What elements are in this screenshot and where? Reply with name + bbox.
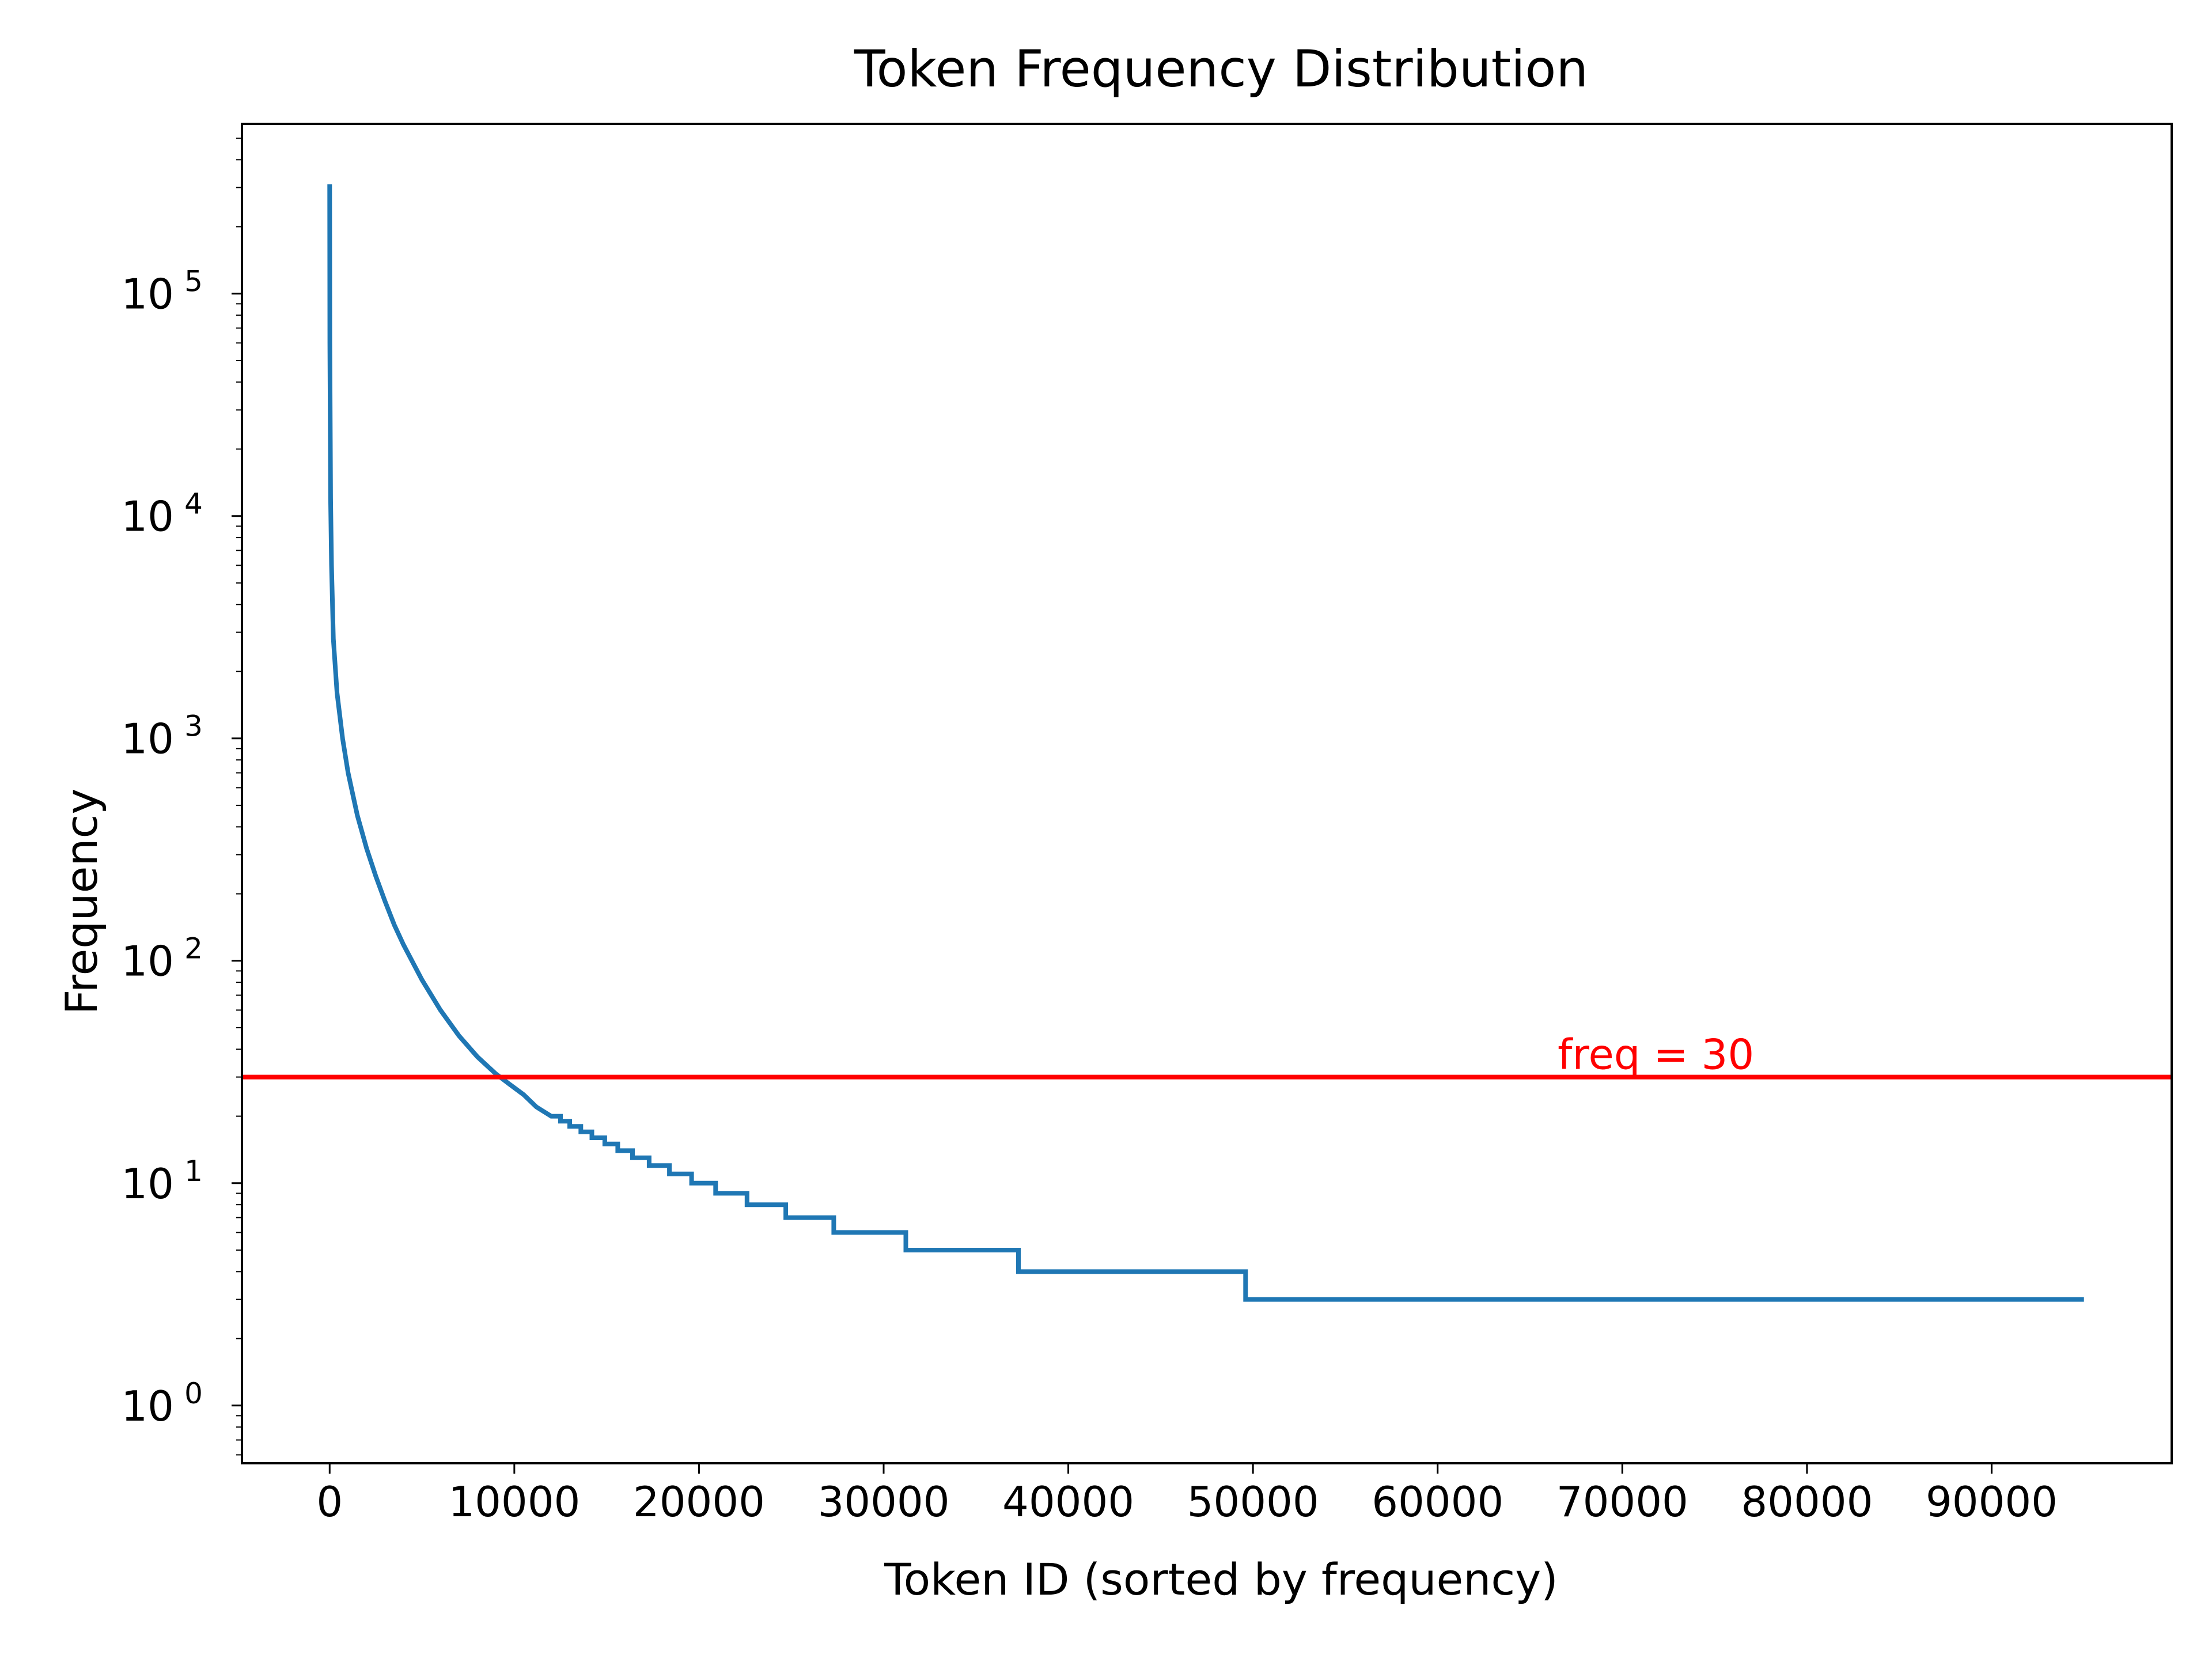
y-tick-label: 10 — [121, 493, 174, 541]
reference-layer: freq = 30 — [242, 1031, 2172, 1080]
frequency-series-line-0 — [327, 184, 2084, 1302]
y-tick-exponent: 2 — [184, 932, 203, 966]
x-tick-label: 40000 — [1002, 1478, 1134, 1526]
y-tick-exponent: 0 — [184, 1377, 203, 1410]
x-tick-label: 30000 — [817, 1478, 949, 1526]
y-tick-label: 10 — [121, 1382, 174, 1430]
y-tick-exponent: 4 — [184, 487, 203, 521]
chart-title: Token Frequency Distribution — [854, 39, 1588, 99]
x-tick-label: 20000 — [633, 1478, 765, 1526]
threshold-label: freq = 30 — [1558, 1031, 1754, 1079]
x-tick-label: 90000 — [1926, 1478, 2058, 1526]
y-axis-label: Frequency — [56, 789, 107, 1015]
x-tick-label: 80000 — [1741, 1478, 1873, 1526]
y-tick-label: 10 — [121, 937, 174, 986]
x-tick-label: 10000 — [448, 1478, 580, 1526]
y-tick-exponent: 3 — [184, 710, 203, 743]
x-tick-label: 0 — [316, 1478, 343, 1526]
y-tick-exponent: 1 — [184, 1154, 203, 1188]
y-tick-exponent: 5 — [184, 265, 203, 298]
x-axis-label: Token ID (sorted by frequency) — [884, 1554, 1558, 1605]
x-axis: 0 10000 20000 30000 40000 50000 60000 70000 8000… — [316, 1463, 2058, 1526]
y-tick-label: 10 — [121, 1160, 174, 1208]
x-tick-label: 50000 — [1187, 1478, 1319, 1526]
x-tick-label: 60000 — [1372, 1478, 1503, 1526]
y-tick-label: 10 — [121, 270, 174, 319]
y-tick-label: 10 — [121, 715, 174, 763]
x-tick-label: 70000 — [1556, 1478, 1688, 1526]
plot-area — [327, 184, 2084, 1302]
plot-frame — [241, 123, 2173, 1464]
